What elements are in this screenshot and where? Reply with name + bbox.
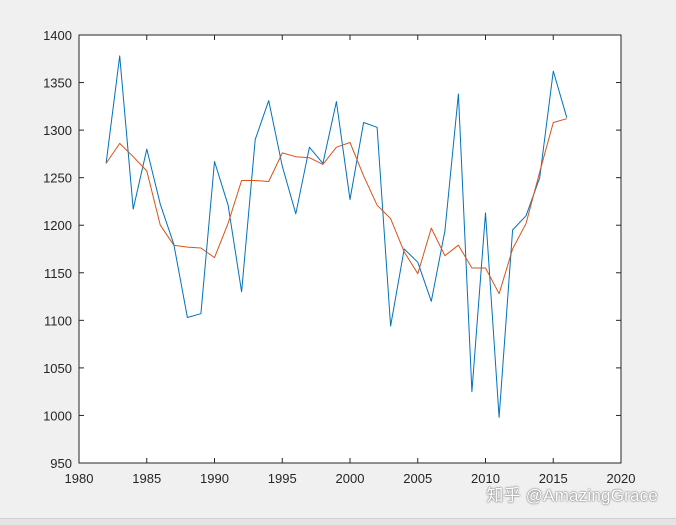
axis-ticks	[78, 34, 622, 464]
plot-area	[78, 34, 622, 464]
series-line-smoothed	[105, 118, 567, 295]
series-line-original	[105, 55, 568, 418]
x-tick-label: 1980	[65, 471, 94, 486]
x-tick-label: 2005	[403, 471, 432, 486]
x-tick-label: 2000	[336, 471, 365, 486]
x-tick-label: 1990	[200, 471, 229, 486]
y-tick-label: 1250	[43, 171, 72, 186]
watermark-text: 知乎 @AmazingGrace	[486, 486, 658, 505]
y-tick-label: 1100	[44, 313, 72, 328]
x-tick-label: 1995	[268, 471, 297, 486]
x-tick-label: 2010	[471, 471, 500, 486]
x-tick-label: 2015	[539, 471, 568, 486]
y-tick-label: 1150	[44, 266, 72, 281]
y-tick-label: 1050	[43, 361, 72, 376]
x-tick-label: 1985	[132, 471, 161, 486]
x-tick-label: 2020	[607, 471, 636, 486]
series-lines	[105, 55, 568, 418]
y-tick-label: 1400	[43, 28, 72, 43]
y-tick-label: 1300	[43, 123, 72, 138]
bottom-window-strip	[0, 518, 676, 525]
y-tick-label: 1200	[43, 218, 72, 233]
y-tick-label: 950	[50, 456, 72, 471]
y-tick-label: 1000	[43, 408, 72, 423]
axis-tick-labels: 1980 1985 1990 1995 2000 2005 2010 2015 2020 950 1…	[43, 28, 635, 486]
y-tick-label: 1350	[43, 76, 72, 91]
